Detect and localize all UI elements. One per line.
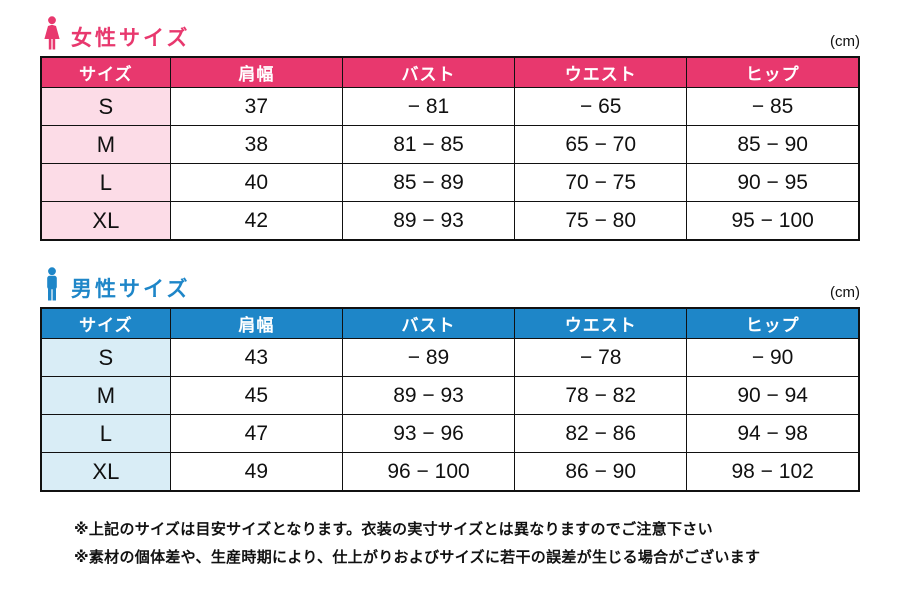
value-cell: 82 − 86 [514,414,688,453]
value-cell: 43 [169,338,343,377]
table-row: S 43 − 89 − 78 − 90 [40,338,860,377]
column-header-size: サイズ [40,307,171,339]
men-title-row: 男性サイズ (cm) [42,267,860,301]
note-line: ※上記のサイズは目安サイズとなります。衣装の実寸サイズとは異なりますのでご注意下… [74,521,713,538]
value-cell: 89 − 93 [341,376,516,415]
women-size-title: 女性サイズ [71,26,191,50]
note-line: ※素材の個体差や、生産時期により、仕上がりおよびサイズに若干の誤差が生じる場合が… [74,549,761,566]
column-header-waist: ウエスト [514,56,688,88]
value-cell: − 65 [514,87,688,126]
table-row: XL 49 96 − 100 86 − 90 98 − 102 [40,452,860,492]
table-row: L 40 85 − 89 70 − 75 90 − 95 [40,163,860,202]
footer-notes: ※上記のサイズは目安サイズとなります。衣装の実寸サイズとは異なりますのでご注意下… [74,518,860,567]
column-header-shoulder: 肩幅 [169,307,343,339]
column-header-size: サイズ [40,56,171,88]
value-cell: 42 [169,201,343,241]
table-row: XL 42 89 − 93 75 − 80 95 − 100 [40,201,860,241]
size-cell: L [40,414,171,453]
value-cell: 95 − 100 [686,201,860,241]
value-cell: 85 − 89 [341,163,516,202]
size-cell: XL [40,201,171,241]
value-cell: 98 − 102 [686,452,860,492]
size-cell: S [40,87,171,126]
value-cell: 85 − 90 [686,125,860,164]
value-cell: − 89 [341,338,516,377]
column-header-bust: バスト [341,307,516,339]
unit-label-women: (cm) [830,32,860,50]
value-cell: 81 − 85 [341,125,516,164]
value-cell: 37 [169,87,343,126]
value-cell: 86 − 90 [514,452,688,492]
women-size-section: 女性サイズ (cm) サイズ 肩幅 バスト ウエスト ヒップ S 37 [40,16,860,241]
unit-label-men: (cm) [830,283,860,301]
table-row: S 37 − 81 − 65 − 85 [40,87,860,126]
column-header-bust: バスト [341,56,516,88]
column-header-hip: ヒップ [686,307,860,339]
table-row: L 47 93 − 96 82 − 86 94 − 98 [40,414,860,453]
table-row: M 38 81 − 85 65 − 70 85 − 90 [40,125,860,164]
men-header-row: サイズ 肩幅 バスト ウエスト ヒップ [40,307,860,339]
size-cell: M [40,376,171,415]
column-header-shoulder: 肩幅 [169,56,343,88]
men-size-title: 男性サイズ [71,277,191,301]
value-cell: 45 [169,376,343,415]
size-cell: L [40,163,171,202]
value-cell: 90 − 94 [686,376,860,415]
women-header-row: サイズ 肩幅 バスト ウエスト ヒップ [40,56,860,88]
value-cell: 70 − 75 [514,163,688,202]
value-cell: 49 [169,452,343,492]
size-cell: XL [40,452,171,492]
value-cell: 78 − 82 [514,376,688,415]
value-cell: 65 − 70 [514,125,688,164]
column-header-hip: ヒップ [686,56,860,88]
value-cell: − 78 [514,338,688,377]
value-cell: 47 [169,414,343,453]
value-cell: − 85 [686,87,860,126]
value-cell: − 90 [686,338,860,377]
column-header-waist: ウエスト [514,307,688,339]
value-cell: 75 − 80 [514,201,688,241]
value-cell: 93 − 96 [341,414,516,453]
women-size-table: サイズ 肩幅 バスト ウエスト ヒップ S 37 − 81 − 65 − 85 … [40,56,860,241]
male-icon [42,267,62,301]
value-cell: − 81 [341,87,516,126]
value-cell: 89 − 93 [341,201,516,241]
size-cell: M [40,125,171,164]
men-size-table: サイズ 肩幅 バスト ウエスト ヒップ S 43 − 89 − 78 − 90 … [40,307,860,492]
size-cell: S [40,338,171,377]
value-cell: 38 [169,125,343,164]
value-cell: 90 − 95 [686,163,860,202]
value-cell: 40 [169,163,343,202]
table-row: M 45 89 − 93 78 − 82 90 − 94 [40,376,860,415]
female-icon [42,16,62,50]
women-title-row: 女性サイズ (cm) [42,16,860,50]
value-cell: 94 − 98 [686,414,860,453]
value-cell: 96 − 100 [341,452,516,492]
men-size-section: 男性サイズ (cm) サイズ 肩幅 バスト ウエスト ヒップ S 43 [40,267,860,492]
